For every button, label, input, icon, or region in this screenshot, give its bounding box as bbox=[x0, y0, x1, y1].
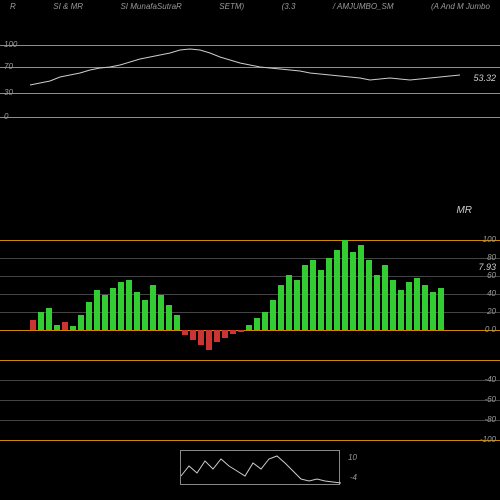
rsi-line-chart: 1007030053.32 bbox=[0, 15, 500, 130]
data-bar bbox=[118, 282, 124, 330]
data-bar bbox=[230, 330, 236, 334]
gridline bbox=[0, 240, 500, 241]
axis-label: -80 bbox=[484, 415, 496, 424]
header-item: SETM) bbox=[219, 2, 244, 11]
data-bar bbox=[278, 285, 284, 330]
data-bar bbox=[374, 275, 380, 330]
data-bar bbox=[254, 318, 260, 330]
data-bar bbox=[94, 290, 100, 330]
data-bar bbox=[134, 292, 140, 330]
gridline bbox=[0, 440, 500, 441]
data-bar bbox=[318, 270, 324, 330]
axis-label: -100 bbox=[480, 435, 496, 444]
mr-indicator-label: MR bbox=[456, 205, 472, 216]
data-bar bbox=[182, 330, 188, 335]
gridline bbox=[0, 420, 500, 421]
data-bar bbox=[110, 288, 116, 330]
axis-label: -40 bbox=[484, 375, 496, 384]
header-item: (A And M Jumbo bbox=[431, 2, 490, 11]
gridline bbox=[0, 360, 500, 361]
data-bar bbox=[334, 250, 340, 330]
data-bar bbox=[78, 315, 84, 330]
gridline bbox=[0, 380, 500, 381]
data-bar bbox=[238, 330, 244, 332]
data-bar bbox=[166, 305, 172, 330]
data-bar bbox=[70, 326, 76, 330]
data-bar bbox=[62, 322, 68, 330]
data-bar bbox=[102, 295, 108, 330]
data-bar bbox=[430, 292, 436, 330]
current-value-label: 53.32 bbox=[473, 73, 496, 83]
data-bar bbox=[422, 285, 428, 330]
data-bar bbox=[126, 280, 132, 330]
header-item: SI & MR bbox=[53, 2, 83, 11]
data-bar bbox=[46, 308, 52, 330]
data-bar bbox=[358, 245, 364, 330]
axis-label: 40 bbox=[487, 289, 496, 298]
data-bar bbox=[174, 315, 180, 330]
data-bar bbox=[414, 278, 420, 330]
current-value-label: 7.93 bbox=[478, 262, 496, 272]
gridline bbox=[0, 400, 500, 401]
data-bar bbox=[222, 330, 228, 338]
data-bar bbox=[342, 240, 348, 330]
axis-label: -60 bbox=[484, 395, 496, 404]
data-bar bbox=[246, 325, 252, 330]
data-bar bbox=[390, 280, 396, 330]
data-bar bbox=[38, 312, 44, 330]
axis-label: 0 0 bbox=[485, 325, 496, 334]
header-item: / AMJUMBO_SM bbox=[333, 2, 394, 11]
mini-label-bottom: -4 bbox=[350, 473, 357, 482]
data-bar bbox=[294, 280, 300, 330]
data-bar bbox=[270, 300, 276, 330]
data-bar bbox=[262, 312, 268, 330]
data-bar bbox=[190, 330, 196, 340]
data-bar bbox=[406, 282, 412, 330]
mini-overview-chart: 10-4 bbox=[180, 450, 340, 485]
data-bar bbox=[438, 288, 444, 330]
data-bar bbox=[158, 295, 164, 330]
data-bar bbox=[310, 260, 316, 330]
mr-bar-chart: 100 80 60 40 20 0 0 7.93 bbox=[0, 220, 500, 350]
data-bar bbox=[206, 330, 212, 350]
data-bar bbox=[326, 258, 332, 330]
chart-header: R SI & MR SI MunafaSutraR SETM) (3.3 / A… bbox=[0, 0, 500, 13]
header-item: R bbox=[10, 2, 16, 11]
data-bar bbox=[382, 265, 388, 330]
data-bar bbox=[350, 252, 356, 330]
axis-label: 80 bbox=[487, 253, 496, 262]
gridline bbox=[0, 330, 500, 331]
data-bar bbox=[302, 265, 308, 330]
data-bar bbox=[286, 275, 292, 330]
axis-label: 60 bbox=[487, 271, 496, 280]
gridline bbox=[0, 276, 500, 277]
axis-label: 20 bbox=[487, 307, 496, 316]
data-bar bbox=[150, 285, 156, 330]
axis-label: 100 bbox=[483, 235, 496, 244]
data-bar bbox=[398, 290, 404, 330]
data-bar bbox=[198, 330, 204, 345]
data-bar bbox=[86, 302, 92, 330]
data-bar bbox=[214, 330, 220, 342]
mini-label-top: 10 bbox=[348, 453, 357, 462]
header-item: SI MunafaSutraR bbox=[120, 2, 181, 11]
data-bar bbox=[142, 300, 148, 330]
data-bar bbox=[54, 325, 60, 330]
data-bar bbox=[366, 260, 372, 330]
data-bar bbox=[30, 320, 36, 330]
header-item: (3.3 bbox=[282, 2, 296, 11]
gridline bbox=[0, 258, 500, 259]
lower-grid-area: -40 -60 -80 -100 bbox=[0, 350, 500, 450]
